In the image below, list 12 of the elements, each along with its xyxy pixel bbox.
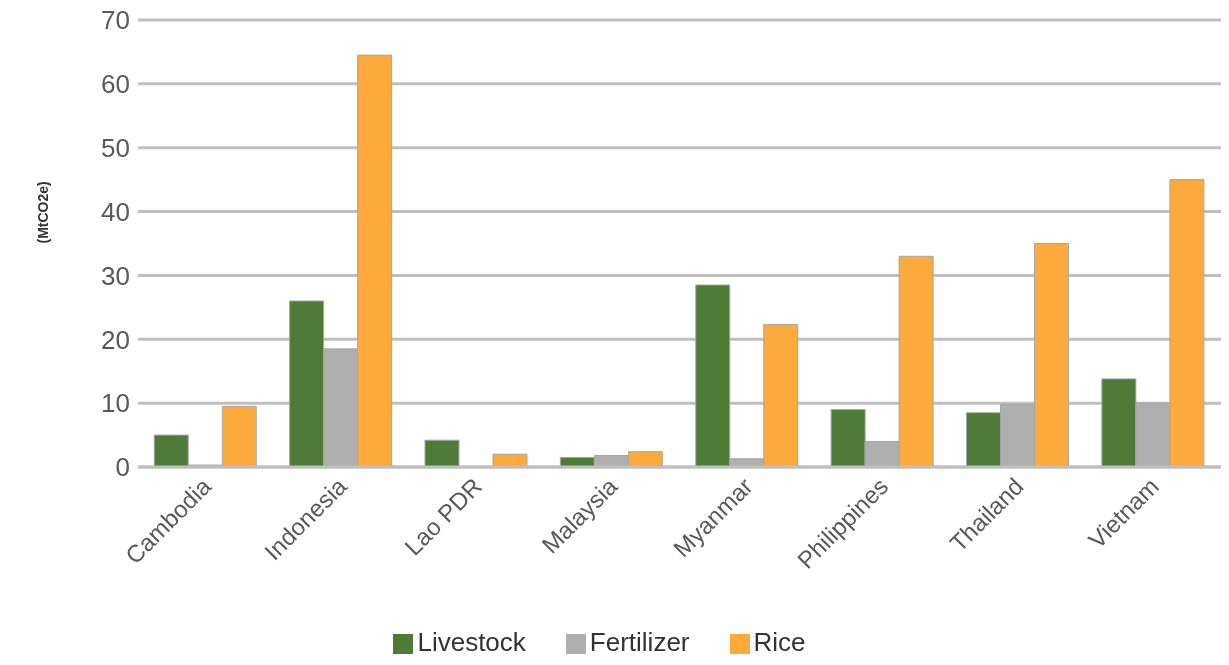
y-tick-label: 70: [101, 5, 130, 36]
y-tick-label: 30: [101, 260, 130, 291]
y-axis-title: (MtCO2e): [34, 181, 51, 244]
legend-label: Livestock: [417, 627, 526, 657]
y-tick-label: 60: [101, 69, 130, 100]
y-tick-label: 40: [101, 196, 130, 227]
y-tick-label: 10: [101, 388, 130, 419]
legend-label: Rice: [753, 627, 806, 657]
y-tick-label: 20: [101, 324, 130, 355]
y-tick-label: 50: [101, 132, 130, 163]
y-tick-label: 0: [115, 452, 130, 483]
legend-label: Fertilizer: [589, 627, 690, 657]
